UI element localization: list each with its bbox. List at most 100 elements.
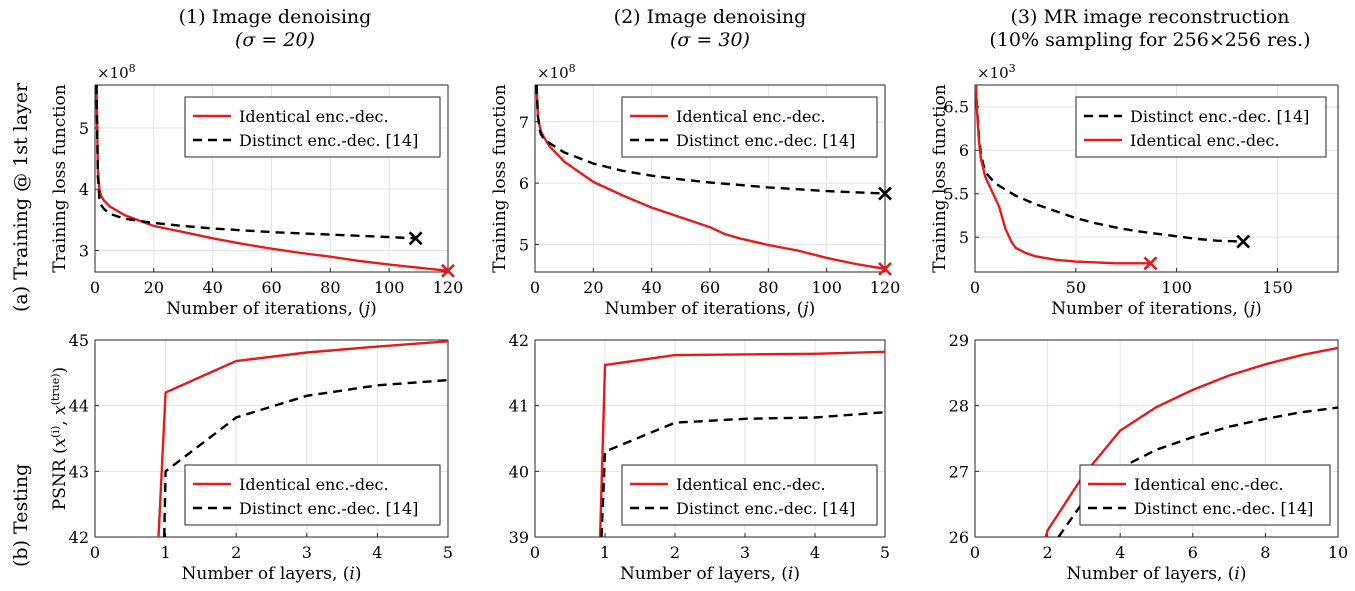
x-axis-label: Number of iterations, (j) bbox=[166, 299, 376, 319]
series-group bbox=[598, 350, 885, 537]
legend-entry: Distinct enc.-dec. [14] bbox=[1130, 107, 1309, 126]
series-line bbox=[95, 85, 416, 240]
y-tick-label: 26 bbox=[949, 528, 969, 547]
x-tick-label: 80 bbox=[320, 278, 340, 297]
x-tick-label: 40 bbox=[641, 278, 661, 297]
y-tick-label: 44 bbox=[69, 397, 89, 416]
chart-panel-1: 0 20 40 60 80 100 120 3 4 5 ×108 Number of iteratio… bbox=[50, 62, 463, 319]
x-tick-label: 2 bbox=[1043, 543, 1053, 562]
x-tick-label: 0 bbox=[530, 278, 540, 297]
x-tick-label: 80 bbox=[758, 278, 778, 297]
y-tick-label: 40 bbox=[509, 462, 529, 481]
series-line bbox=[975, 85, 1151, 265]
x-tick-label: 1 bbox=[161, 543, 171, 562]
y-axis-label: Training loss function bbox=[50, 84, 70, 272]
x-tick-label: 3 bbox=[740, 543, 750, 562]
legend: Identical enc.-dec. Distinct enc.-dec. [1… bbox=[184, 96, 441, 158]
y-tick-label: 42 bbox=[509, 331, 529, 350]
legend-box bbox=[621, 464, 878, 526]
x-tick-label: 0 bbox=[530, 543, 540, 562]
legend: Identical enc.-dec. Distinct enc.-dec. [1… bbox=[184, 464, 441, 526]
axis-exponent-label: ×108 bbox=[537, 62, 576, 82]
x-tick-label: 120 bbox=[433, 278, 464, 297]
x-tick-label: 60 bbox=[700, 278, 720, 297]
y-tick-label: 7 bbox=[519, 113, 529, 132]
legend-entry: Identical enc.-dec. bbox=[676, 107, 826, 126]
x-axis-label: Number of iterations, (j) bbox=[1051, 299, 1261, 319]
series-group bbox=[95, 85, 448, 272]
y-tick-label: 45 bbox=[69, 331, 89, 350]
column-title-1: (1) Image denoising (σ = 20) bbox=[85, 6, 465, 52]
x-tick-label: 20 bbox=[144, 278, 164, 297]
x-tick-label: 150 bbox=[1262, 278, 1293, 297]
column-title-1-line2: (σ = 20) bbox=[235, 29, 315, 51]
y-tick-label: 6.5 bbox=[944, 98, 969, 117]
legend-entry: Distinct enc.-dec. [14] bbox=[239, 131, 418, 150]
x-tick-label: 60 bbox=[261, 278, 281, 297]
series-line bbox=[1044, 346, 1338, 537]
x-tick-label: 10 bbox=[1328, 543, 1348, 562]
x-tick-label: 0 bbox=[90, 278, 100, 297]
legend-entry: Distinct enc.-dec. [14] bbox=[239, 499, 418, 518]
legend: Distinct enc.-dec. [14] Identical enc.-de… bbox=[1075, 96, 1327, 158]
axes-frame bbox=[94, 339, 449, 538]
y-tick-label: 3 bbox=[79, 242, 89, 261]
end-marker bbox=[878, 186, 892, 201]
legend-entry: Distinct enc.-dec. [14] bbox=[676, 499, 855, 518]
y-tick-label: 6 bbox=[519, 174, 529, 193]
x-tick-label: 120 bbox=[870, 278, 901, 297]
x-tick-label: 0 bbox=[90, 543, 100, 562]
x-tick-label: 100 bbox=[811, 278, 842, 297]
column-title-3-line1: (3) MR image reconstruction bbox=[1010, 6, 1290, 28]
legend-entry: Distinct enc.-dec. [14] bbox=[676, 131, 855, 150]
series-line bbox=[95, 85, 448, 272]
legend-entry: Identical enc.-dec. bbox=[239, 107, 389, 126]
axes-frame bbox=[974, 84, 1339, 273]
y-tick-label: 43 bbox=[69, 462, 89, 481]
axis-exponent-label: ×108 bbox=[97, 62, 136, 82]
chart-panel-2: 0 20 40 60 80 100 120 5 6 7 ×108 Number of iteratio… bbox=[490, 62, 900, 319]
y-tick-label: 6 bbox=[959, 141, 969, 160]
x-tick-label: 8 bbox=[1260, 543, 1270, 562]
legend-entry: Identical enc.-dec. bbox=[239, 475, 389, 494]
end-marker bbox=[1236, 234, 1251, 249]
x-tick-label: 4 bbox=[372, 543, 382, 562]
x-tick-label: 40 bbox=[202, 278, 222, 297]
legend-box bbox=[184, 96, 441, 158]
legend: Identical enc.-dec. Distinct enc.-dec. [1… bbox=[621, 464, 878, 526]
column-title-3: (3) MR image reconstruction (10% samplin… bbox=[960, 6, 1340, 52]
series-line bbox=[598, 350, 885, 537]
series-group bbox=[157, 340, 448, 537]
column-title-3-line2: (10% sampling for 256×256 res.) bbox=[989, 29, 1311, 51]
x-tick-label: 2 bbox=[231, 543, 241, 562]
legend-box bbox=[184, 464, 441, 526]
end-marker bbox=[1143, 256, 1158, 271]
column-title-1-line1: (1) Image denoising bbox=[178, 6, 372, 28]
y-axis-label: Training loss function bbox=[930, 84, 950, 272]
x-tick-label: 0 bbox=[970, 543, 980, 562]
legend-entry: Distinct enc.-dec. [14] bbox=[1134, 499, 1313, 518]
x-axis-label: Number of layers, (i) bbox=[1067, 564, 1247, 584]
y-tick-label: 41 bbox=[509, 397, 529, 416]
x-tick-label: 6 bbox=[1188, 543, 1198, 562]
x-axis-label: Number of layers, (i) bbox=[620, 564, 800, 584]
x-tick-label: 50 bbox=[1066, 278, 1086, 297]
y-tick-label: 28 bbox=[949, 397, 969, 416]
chart-panel-3: 0 50 100 150 5 5.5 6 6.5 ×103 Number of iteration… bbox=[930, 62, 1339, 319]
y-tick-label: 5 bbox=[519, 235, 529, 254]
column-title-2-line2: (σ = 30) bbox=[670, 29, 750, 51]
chart-panel-5: 0 1 2 3 4 5 39 40 41 42 Number of layers, (i) Ident… bbox=[509, 331, 890, 584]
series-line bbox=[600, 411, 885, 537]
x-tick-label: 1 bbox=[600, 543, 610, 562]
x-axis-label: Number of layers, (i) bbox=[182, 564, 362, 584]
legend-entry: Identical enc.-dec. bbox=[676, 475, 826, 494]
series-group bbox=[975, 85, 1244, 265]
legend-entry: Identical enc.-dec. bbox=[1130, 131, 1280, 150]
x-tick-label: 100 bbox=[1161, 278, 1192, 297]
legend-box bbox=[1075, 96, 1327, 158]
series-line bbox=[157, 340, 448, 537]
legend: Identical enc.-dec. Distinct enc.-dec. [1… bbox=[621, 96, 878, 158]
x-tick-label: 4 bbox=[810, 543, 820, 562]
